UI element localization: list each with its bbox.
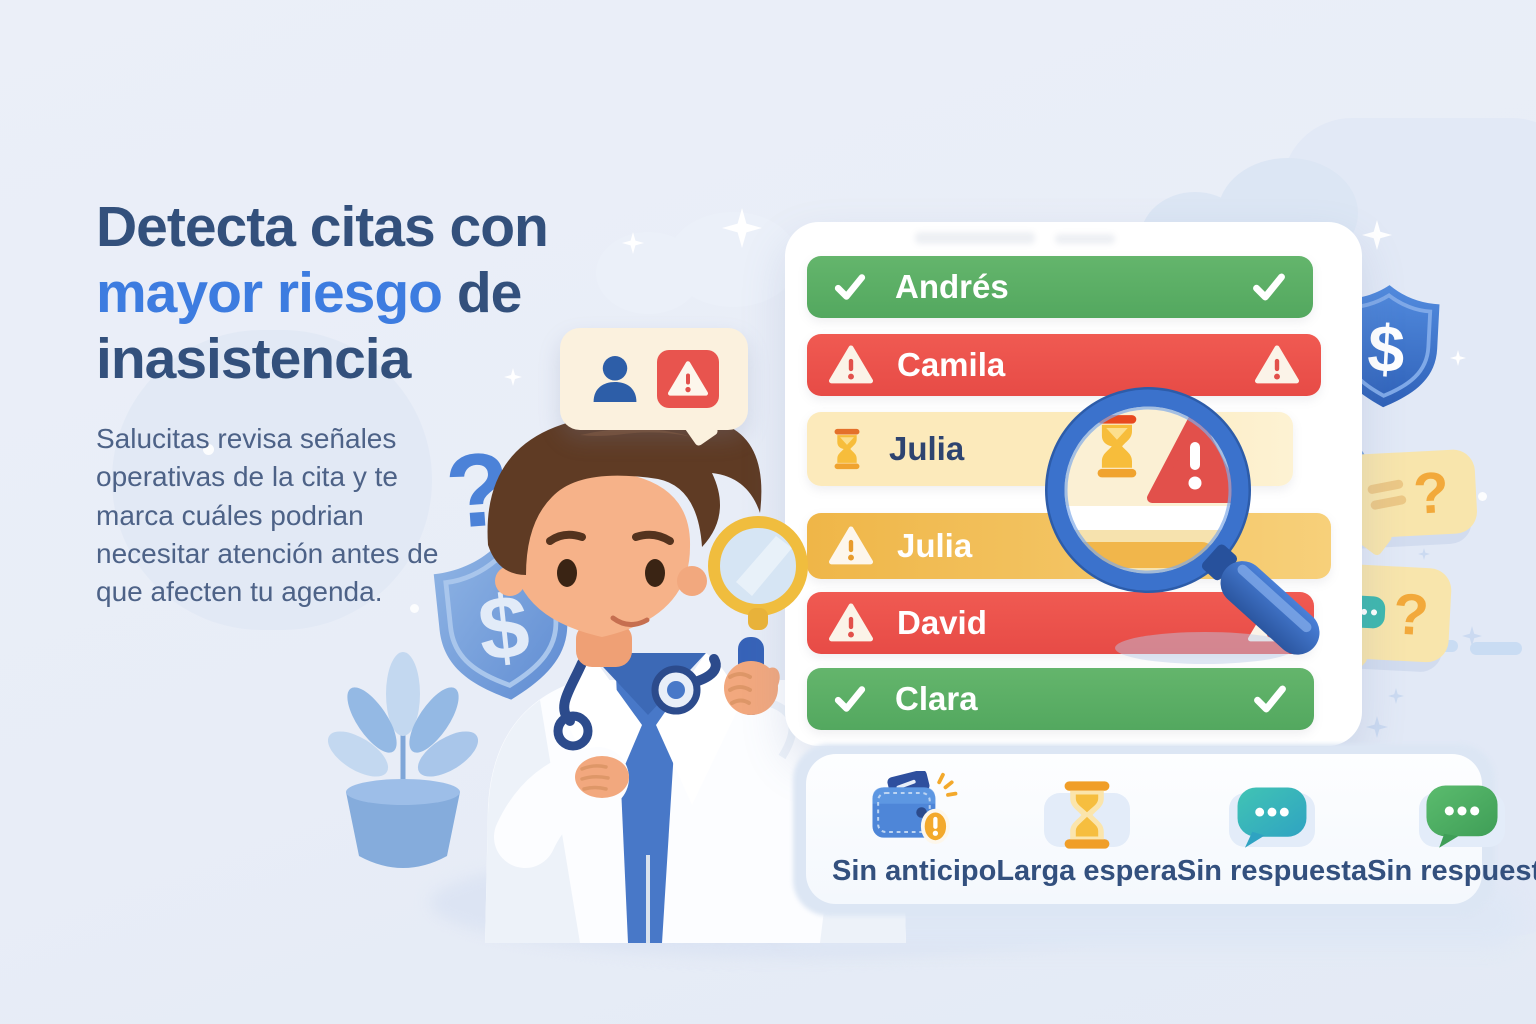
hourglass-icon: [1064, 780, 1110, 849]
plant-icon: [327, 652, 479, 868]
warning-icon: [1255, 345, 1299, 384]
patient-icon: [593, 356, 637, 402]
patient-name: Clara: [895, 680, 978, 717]
magnifier-small: [696, 504, 826, 639]
legend-label: Sin respuesta: [1176, 854, 1368, 887]
magnifying-glass-icon: [1045, 387, 1320, 664]
description-text: Salucitas revisa señales operativas de l…: [96, 423, 439, 608]
smudge-decoration: [1055, 234, 1115, 244]
check-icon: [834, 686, 866, 712]
legend-label: Sin anticipo: [832, 854, 997, 887]
legend-label: Larga espera: [996, 854, 1177, 887]
headline-line1: Detecta citas con: [96, 195, 549, 259]
bg-dot: [203, 444, 214, 455]
headline-line2-rest: de: [441, 261, 523, 326]
dash-decoration: [1470, 642, 1522, 655]
smudge-decoration: [915, 232, 1035, 244]
legend-label: Sin respuesta: [1367, 854, 1536, 887]
legend-item: Larga espera: [996, 771, 1177, 888]
patient-name: Julia: [897, 527, 973, 564]
equals-lines: [1367, 478, 1408, 511]
warning-icon: [829, 526, 873, 565]
check-icon: [1254, 685, 1286, 713]
patient-name: Andrés: [895, 268, 1009, 305]
patient-alert-card: [560, 328, 748, 448]
legend-item: Sin respuesta: [1367, 771, 1536, 888]
bg-dot: [1478, 492, 1487, 501]
patient-name: Camila: [897, 346, 1006, 383]
magnifying-glass-icon: [708, 516, 808, 630]
list-item: David: [807, 592, 1314, 654]
question-mark: ?: [1391, 580, 1431, 648]
chat-bubble-teal-icon: [1237, 786, 1307, 848]
patient-name: Julia: [889, 430, 965, 467]
warning-icon: [829, 345, 873, 384]
legend-panel: Sin anticipo Larga espera: [806, 754, 1536, 904]
question-mark: ?: [1411, 459, 1451, 527]
alert-chip: [657, 350, 719, 408]
legend-item: Sin respuesta: [1177, 771, 1367, 888]
warning-icon: [829, 603, 873, 642]
headline-highlight: mayor riesgo: [96, 261, 443, 326]
warning-icon: [668, 361, 708, 396]
check-icon: [1253, 273, 1285, 301]
soft-blob: [112, 330, 432, 630]
patient-name: David: [897, 604, 987, 641]
magnifier-large: [1005, 358, 1345, 693]
hourglass-icon: [834, 428, 860, 470]
list-item: Clara: [807, 668, 1314, 730]
list-item: Andrés: [807, 256, 1313, 318]
wallet-alert-icon: [872, 770, 958, 844]
legend-item: Sin anticipo: [832, 770, 997, 888]
plant: [327, 652, 479, 887]
headline-line3: inasistencia: [96, 327, 411, 392]
headline: Detecta citas con mayor riesgo de inasis…: [96, 194, 549, 392]
bg-dot: [410, 604, 419, 613]
check-icon: [834, 274, 866, 300]
dollar-symbol: $: [1366, 312, 1407, 388]
chat-bubble-green-icon: [1426, 785, 1498, 848]
list-item: Camila: [807, 334, 1321, 396]
